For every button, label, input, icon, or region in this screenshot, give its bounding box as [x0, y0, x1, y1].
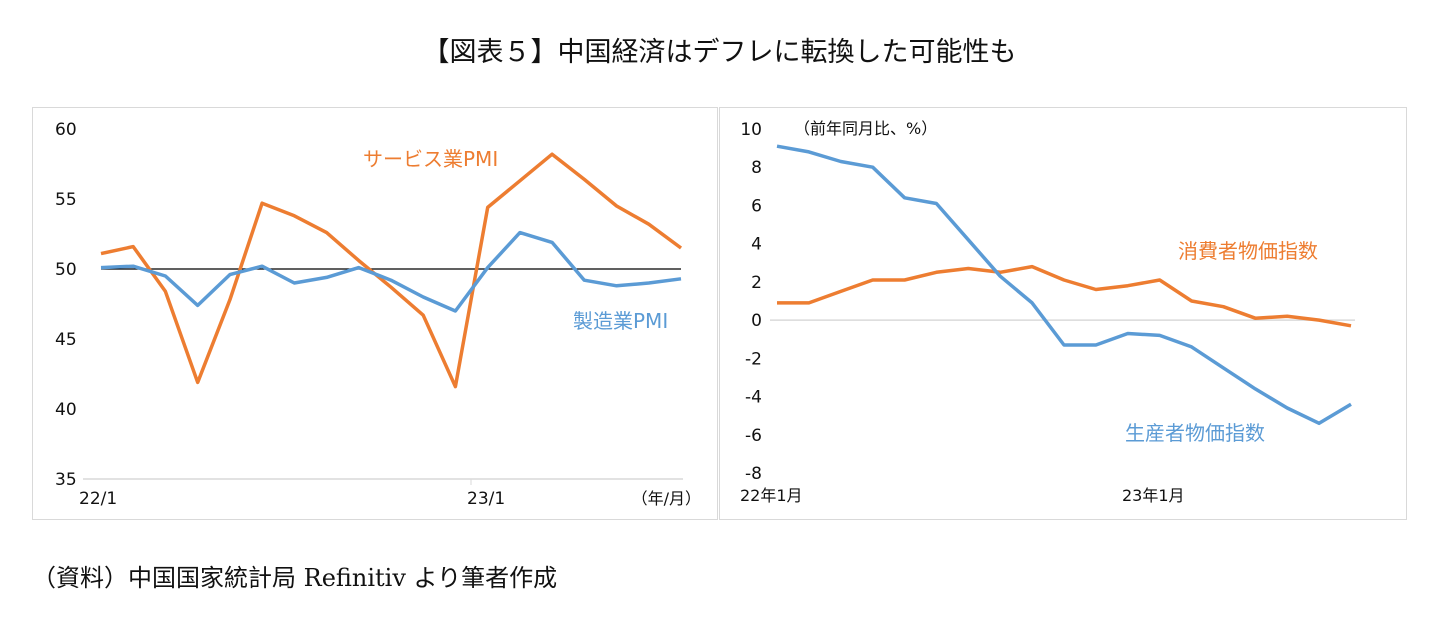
- figure-title: 【図表５】中国経済はデフレに転換した可能性も: [422, 37, 1017, 68]
- y-tick-label: -2: [745, 349, 762, 369]
- y-tick-label: 4: [751, 235, 762, 255]
- series-label: 生産者物価指数: [1125, 421, 1265, 445]
- series-line-blue: [100, 230, 682, 313]
- source-caption: （資料）中国国家統計局 Refinitiv より筆者作成: [32, 564, 558, 592]
- y-tick-label: 35: [55, 470, 77, 490]
- y-tick-label: 2: [751, 273, 762, 293]
- price-chart-panel: -8 -6 -4 -2 0 2 4 6 8 10 （前年同月比、%） 22年1月 23年1月 消費者物価指…: [719, 107, 1407, 520]
- y-tick-label: -4: [745, 388, 762, 408]
- x-axis-unit-label: （年/月）: [632, 489, 701, 508]
- y-tick-label: 40: [55, 400, 77, 420]
- y-tick-label: 10: [740, 120, 762, 140]
- y-tick-label: 6: [751, 196, 762, 216]
- pmi-chart: 35 40 45 50 55 60 （年/月） 22/1 23/1 サービス業PMI 製造業PMI: [55, 120, 701, 509]
- y-tick-label: 45: [55, 330, 77, 350]
- y-tick-label: 8: [751, 158, 762, 178]
- series-label: サービス業PMI: [363, 147, 498, 171]
- y-tick-label: 0: [751, 311, 762, 331]
- price-chart: -8 -6 -4 -2 0 2 4 6 8 10 （前年同月比、%） 22年1月 23年1月 消費者物価指…: [740, 119, 1355, 505]
- y-tick-label: 55: [55, 190, 77, 210]
- y-axis-unit-label: （前年同月比、%）: [794, 119, 937, 138]
- series-line-orange: [100, 152, 683, 389]
- x-tick-label: 23年1月: [1122, 486, 1185, 505]
- x-tick-label: 22年1月: [740, 486, 803, 505]
- series-label: 製造業PMI: [573, 309, 668, 333]
- y-tick-label: 50: [55, 260, 77, 280]
- y-tick-label: -8: [745, 464, 762, 484]
- x-tick-label: 23/1: [467, 489, 505, 509]
- x-tick-label: 22/1: [79, 489, 117, 509]
- pmi-chart-panel: 35 40 45 50 55 60 （年/月） 22/1 23/1 サービス業PMI 製造業PMI: [32, 107, 718, 520]
- series-label: 消費者物価指数: [1178, 239, 1318, 263]
- series-line-orange: [777, 264, 1352, 328]
- y-tick-label: 60: [55, 120, 77, 140]
- y-tick-label: -6: [745, 426, 762, 446]
